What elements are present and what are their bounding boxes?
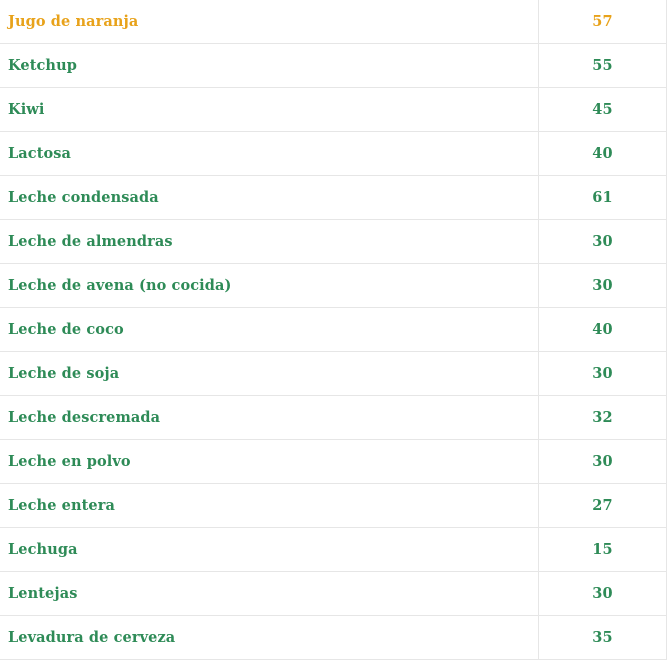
table-row[interactable]: Levadura de cerveza 35 <box>0 615 667 660</box>
table-row[interactable]: Kiwi 45 <box>0 87 667 132</box>
table-row[interactable]: Leche en polvo 30 <box>0 439 667 484</box>
food-value-cell: 32 <box>538 395 667 440</box>
food-value-cell: 57 <box>538 0 667 44</box>
food-name-cell[interactable]: Kiwi <box>0 87 539 132</box>
food-value-cell: 30 <box>538 351 667 396</box>
table-row[interactable]: Leche de avena (no cocida) 30 <box>0 263 667 308</box>
food-name-link[interactable]: Lactosa <box>8 145 72 162</box>
table-row[interactable]: Ketchup 55 <box>0 43 667 88</box>
food-value-cell: 45 <box>538 87 667 132</box>
table-row[interactable]: Leche de soja 30 <box>0 351 667 396</box>
food-name-link[interactable]: Jugo de naranja <box>8 13 139 30</box>
food-value-cell: 55 <box>538 43 667 88</box>
food-name-link[interactable]: Leche condensada <box>8 189 159 206</box>
table-row[interactable]: Jugo de naranja 57 <box>0 0 667 44</box>
food-name-cell[interactable]: Jugo de naranja <box>0 0 539 44</box>
food-name-link[interactable]: Ketchup <box>8 57 77 74</box>
food-name-cell[interactable]: Lactosa <box>0 131 539 176</box>
food-name-cell[interactable]: Levadura de cerveza <box>0 615 539 660</box>
food-name-link[interactable]: Leche de soja <box>8 365 120 382</box>
food-name-cell[interactable]: Leche condensada <box>0 175 539 220</box>
food-value-cell: 40 <box>538 131 667 176</box>
food-value-cell: 30 <box>538 439 667 484</box>
food-name-cell[interactable]: Leche descremada <box>0 395 539 440</box>
food-value-cell: 15 <box>538 527 667 572</box>
food-value-cell: 30 <box>538 219 667 264</box>
food-name-cell[interactable]: Ketchup <box>0 43 539 88</box>
table-row[interactable]: Leche entera 27 <box>0 483 667 528</box>
food-name-link[interactable]: Leche de coco <box>8 321 124 338</box>
table-row[interactable]: Leche descremada 32 <box>0 395 667 440</box>
food-name-link[interactable]: Leche entera <box>8 497 115 514</box>
food-name-cell[interactable]: Leche de avena (no cocida) <box>0 263 539 308</box>
food-name-link[interactable]: Leche en polvo <box>8 453 131 470</box>
food-name-cell[interactable]: Leche en polvo <box>0 439 539 484</box>
food-name-link[interactable]: Leche de avena (no cocida) <box>8 277 232 294</box>
table-row[interactable]: Leche de coco 40 <box>0 307 667 352</box>
table-row[interactable]: Leche de almendras 30 <box>0 219 667 264</box>
food-name-link[interactable]: Levadura de cerveza <box>8 629 176 646</box>
food-name-link[interactable]: Leche de almendras <box>8 233 173 250</box>
food-value-cell: 27 <box>538 483 667 528</box>
food-name-link[interactable]: Lentejas <box>8 585 78 602</box>
food-name-link[interactable]: Lechuga <box>8 541 78 558</box>
food-name-cell[interactable]: Leche de almendras <box>0 219 539 264</box>
food-value-cell: 40 <box>538 307 667 352</box>
table-row[interactable]: Lactosa 40 <box>0 131 667 176</box>
food-value-cell: 35 <box>538 615 667 660</box>
food-value-cell: 30 <box>538 571 667 616</box>
food-name-cell[interactable]: Leche entera <box>0 483 539 528</box>
food-name-link[interactable]: Kiwi <box>8 101 45 118</box>
food-value-cell: 30 <box>538 263 667 308</box>
food-name-cell[interactable]: Lechuga <box>0 527 539 572</box>
food-name-cell[interactable]: Lentejas <box>0 571 539 616</box>
table-row[interactable]: Lechuga 15 <box>0 527 667 572</box>
food-name-cell[interactable]: Leche de soja <box>0 351 539 396</box>
food-name-cell[interactable]: Leche de coco <box>0 307 539 352</box>
table-row[interactable]: Lentejas 30 <box>0 571 667 616</box>
food-value-cell: 61 <box>538 175 667 220</box>
table-row[interactable]: Leche condensada 61 <box>0 175 667 220</box>
food-name-link[interactable]: Leche descremada <box>8 409 161 426</box>
